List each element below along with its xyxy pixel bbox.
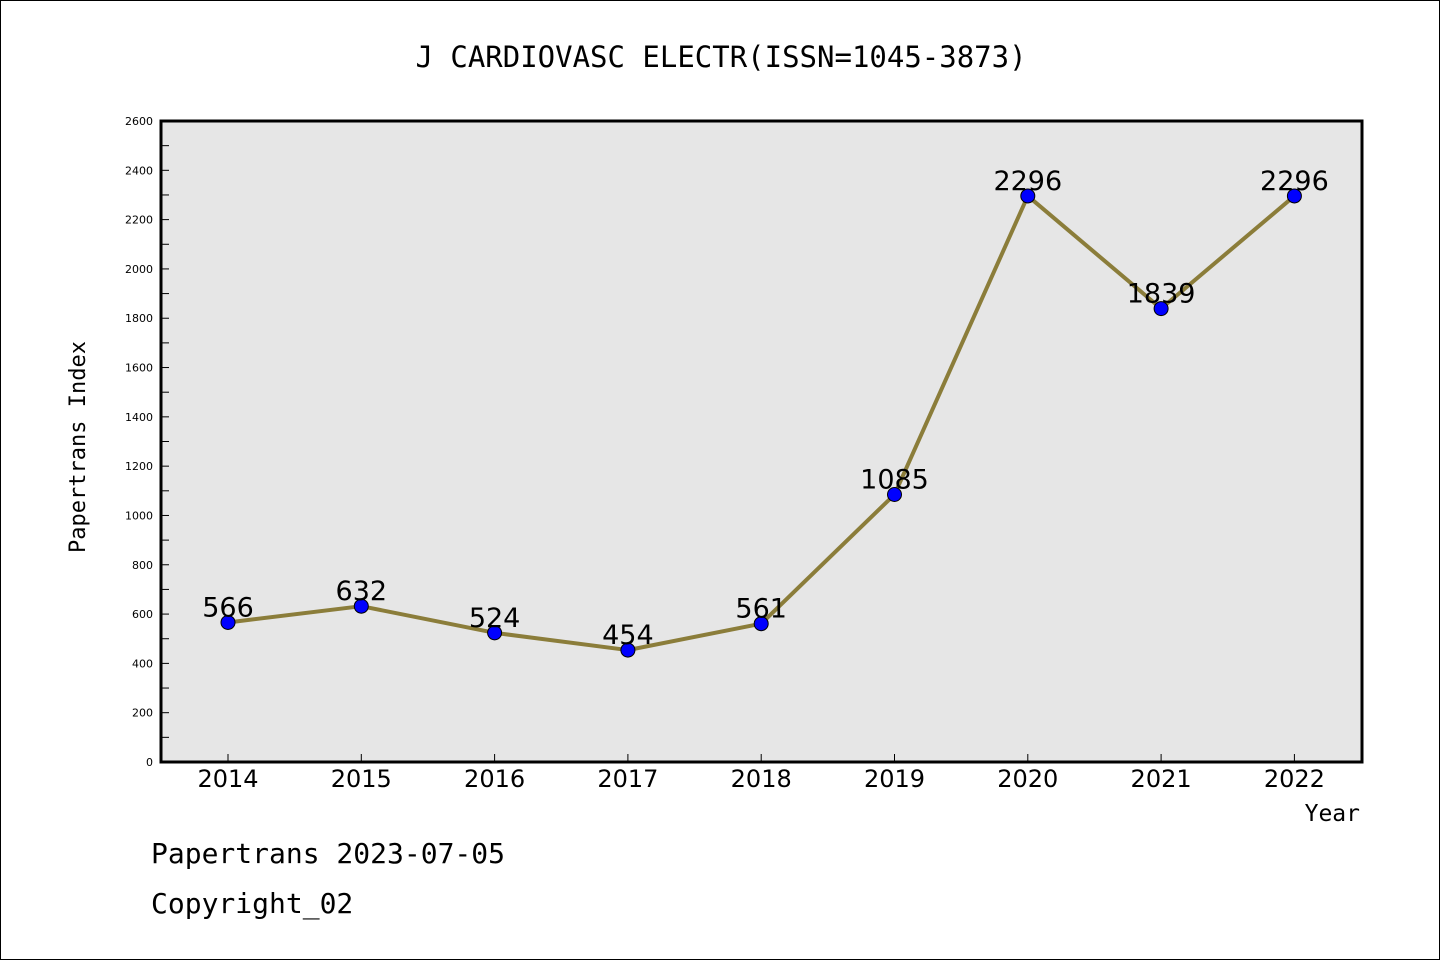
x-axis-label: Year bbox=[1305, 801, 1360, 827]
y-axis-label: Papertrans Index bbox=[66, 341, 91, 553]
y-tick-label: 1800 bbox=[125, 312, 153, 325]
data-label: 2296 bbox=[993, 166, 1062, 197]
y-tick-label: 1000 bbox=[125, 509, 153, 522]
data-label: 2296 bbox=[1260, 166, 1329, 197]
y-tick-label: 600 bbox=[132, 608, 153, 621]
data-point bbox=[220, 614, 236, 630]
y-tick-label: 400 bbox=[132, 657, 153, 670]
data-point bbox=[1286, 188, 1302, 204]
plot-area bbox=[159, 119, 1364, 764]
chart-title: J CARDIOVASC ELECTR(ISSN=1045-3873) bbox=[415, 40, 1026, 74]
data-point bbox=[353, 598, 369, 614]
x-tick-label: 2020 bbox=[997, 765, 1058, 793]
x-tick-label: 2019 bbox=[864, 765, 925, 793]
x-tick-label: 2022 bbox=[1264, 765, 1325, 793]
data-label: 632 bbox=[336, 576, 388, 607]
data-label: 524 bbox=[469, 603, 521, 634]
footer-copyright: Copyright_02 bbox=[151, 887, 354, 920]
x-tick-label: 2014 bbox=[197, 765, 258, 793]
data-label: 561 bbox=[735, 594, 787, 625]
y-tick-label: 2000 bbox=[125, 263, 153, 276]
y-tick-label: 1200 bbox=[125, 460, 153, 473]
data-point bbox=[620, 642, 636, 658]
x-tick-label: 2015 bbox=[331, 765, 392, 793]
y-tick-label: 2400 bbox=[125, 164, 153, 177]
y-axis: 0 200 400 600 800 1000 1200 1400 1600 1800 2000 220… bbox=[125, 115, 169, 769]
data-point bbox=[1153, 301, 1169, 317]
data-label: 566 bbox=[202, 592, 254, 623]
data-point bbox=[1020, 188, 1036, 204]
y-tick-label: 200 bbox=[132, 707, 153, 720]
footer-date: Papertrans 2023-07-05 bbox=[151, 837, 506, 870]
data-label: 454 bbox=[602, 620, 654, 651]
y-tick-label: 1400 bbox=[125, 411, 153, 424]
x-tick-label: 2021 bbox=[1131, 765, 1192, 793]
y-tick-label: 2200 bbox=[125, 214, 153, 227]
y-tick-label: 1600 bbox=[125, 362, 153, 375]
y-tick-label: 800 bbox=[132, 559, 153, 572]
y-tick-label: 2600 bbox=[125, 115, 153, 128]
data-label: 1839 bbox=[1127, 279, 1196, 310]
data-label: 1085 bbox=[860, 465, 929, 496]
series-line-group: 566 632 524 454 561 1085 2296 1839 2296 bbox=[202, 166, 1329, 658]
x-tick-label: 2016 bbox=[464, 765, 525, 793]
data-point bbox=[887, 487, 902, 503]
x-axis: 2014 2015 2016 2017 2018 2019 2020 2021 2022 bbox=[197, 754, 1325, 793]
data-point bbox=[753, 616, 769, 632]
data-point bbox=[487, 625, 503, 641]
y-tick-label: 0 bbox=[146, 756, 153, 769]
x-tick-label: 2018 bbox=[731, 765, 792, 793]
x-tick-label: 2017 bbox=[597, 765, 658, 793]
